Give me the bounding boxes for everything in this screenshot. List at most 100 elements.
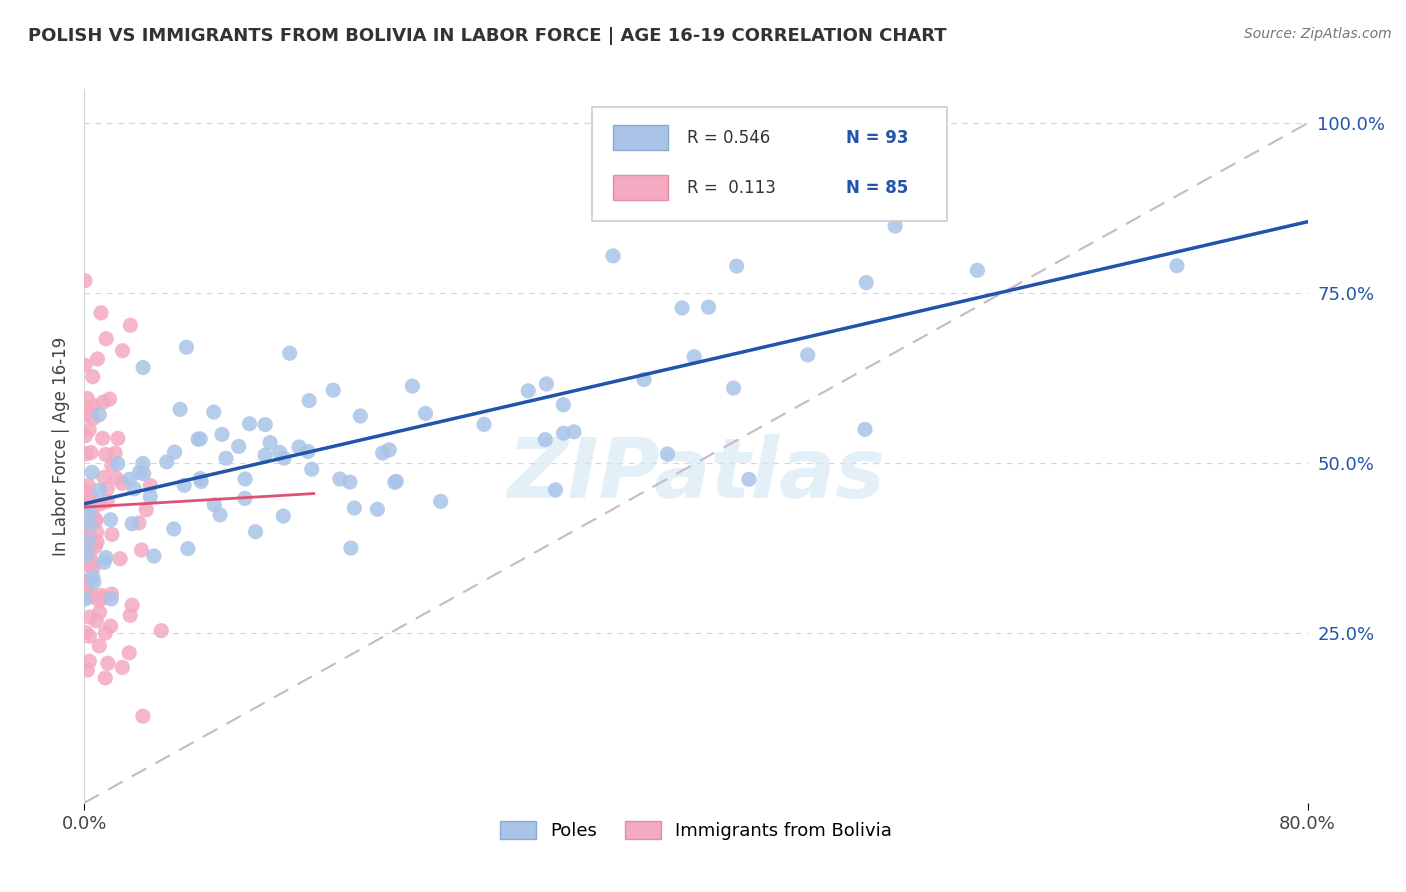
Point (202, 498, 225, 512)
Point (517, 384, 540, 398)
Point (633, 372, 655, 386)
Point (84, 513, 107, 527)
Point (82, 570, 104, 584)
Point (101, 527, 124, 541)
Point (121, 516, 143, 531)
Point (562, 425, 585, 439)
Point (75, 591, 97, 606)
Point (177, 541, 200, 556)
Point (84, 539, 107, 553)
Point (107, 431, 129, 445)
Point (80, 517, 103, 532)
Point (80, 445, 103, 459)
Point (100, 619, 122, 633)
Point (111, 476, 134, 491)
Point (105, 471, 128, 485)
Point (94, 550, 117, 565)
Point (84, 515, 107, 529)
Point (297, 444, 319, 458)
Point (79, 401, 101, 416)
Point (73, 358, 96, 372)
Point (79, 558, 101, 573)
Point (76, 536, 98, 550)
Point (90, 306, 112, 320)
Point (128, 516, 150, 530)
Point (79, 629, 101, 643)
Point (111, 660, 134, 674)
Point (401, 379, 423, 393)
Point (108, 551, 131, 566)
Point (96, 482, 118, 496)
Point (139, 490, 162, 504)
Point (90, 591, 112, 606)
Point (75, 447, 97, 461)
Point (79, 610, 101, 624)
Point (132, 457, 155, 471)
Point (82, 556, 104, 570)
Point (87, 593, 110, 607)
Point (100, 587, 122, 601)
Point (76, 486, 98, 500)
Point (553, 426, 575, 441)
Point (128, 466, 150, 480)
Point (301, 462, 323, 476)
Point (79, 585, 101, 599)
Point (202, 405, 225, 419)
Point (340, 541, 363, 555)
Point (77, 423, 100, 437)
Point (73, 274, 96, 288)
Point (1166, 259, 1188, 273)
Point (94, 447, 117, 461)
Point (339, 475, 361, 489)
Point (89, 497, 111, 511)
Point (77, 517, 100, 532)
Point (120, 318, 142, 333)
Point (73, 495, 96, 509)
Point (683, 350, 706, 364)
Point (366, 502, 388, 516)
Point (536, 376, 558, 391)
Point (96, 332, 118, 346)
Point (259, 435, 281, 450)
Text: POLISH VS IMMIGRANTS FROM BOLIVIA IN LABOR FORCE | AGE 16-19 CORRELATION CHART: POLISH VS IMMIGRANTS FROM BOLIVIA IN LAB… (28, 27, 946, 45)
Point (82, 369, 104, 384)
Point (75, 574, 97, 589)
Point (169, 402, 191, 417)
Point (156, 455, 179, 469)
Point (121, 599, 143, 613)
Point (86, 534, 108, 549)
Point (75, 428, 97, 442)
Point (723, 381, 745, 395)
Point (91, 395, 114, 409)
Point (77, 534, 100, 549)
Point (90, 588, 112, 602)
Point (132, 467, 155, 481)
Point (190, 475, 212, 489)
Point (89, 606, 111, 620)
Point (75, 532, 97, 546)
Point (349, 409, 371, 423)
Point (553, 398, 575, 412)
Point (796, 348, 818, 362)
Point (76, 392, 98, 406)
Point (93, 470, 115, 484)
Point (79, 496, 101, 510)
Bar (613, 175, 668, 200)
Point (187, 432, 209, 446)
Point (163, 445, 186, 459)
Point (118, 646, 141, 660)
Point (111, 343, 134, 358)
Point (132, 709, 155, 723)
Text: ZIPatlas: ZIPatlas (508, 434, 884, 515)
Point (738, 472, 761, 486)
Point (89, 639, 111, 653)
Point (188, 432, 211, 446)
Point (271, 509, 294, 524)
Point (254, 448, 277, 462)
Point (150, 624, 173, 638)
Point (82, 508, 104, 522)
Point (86, 524, 108, 539)
Point (89, 408, 111, 422)
Point (82, 411, 104, 425)
Point (671, 301, 693, 315)
